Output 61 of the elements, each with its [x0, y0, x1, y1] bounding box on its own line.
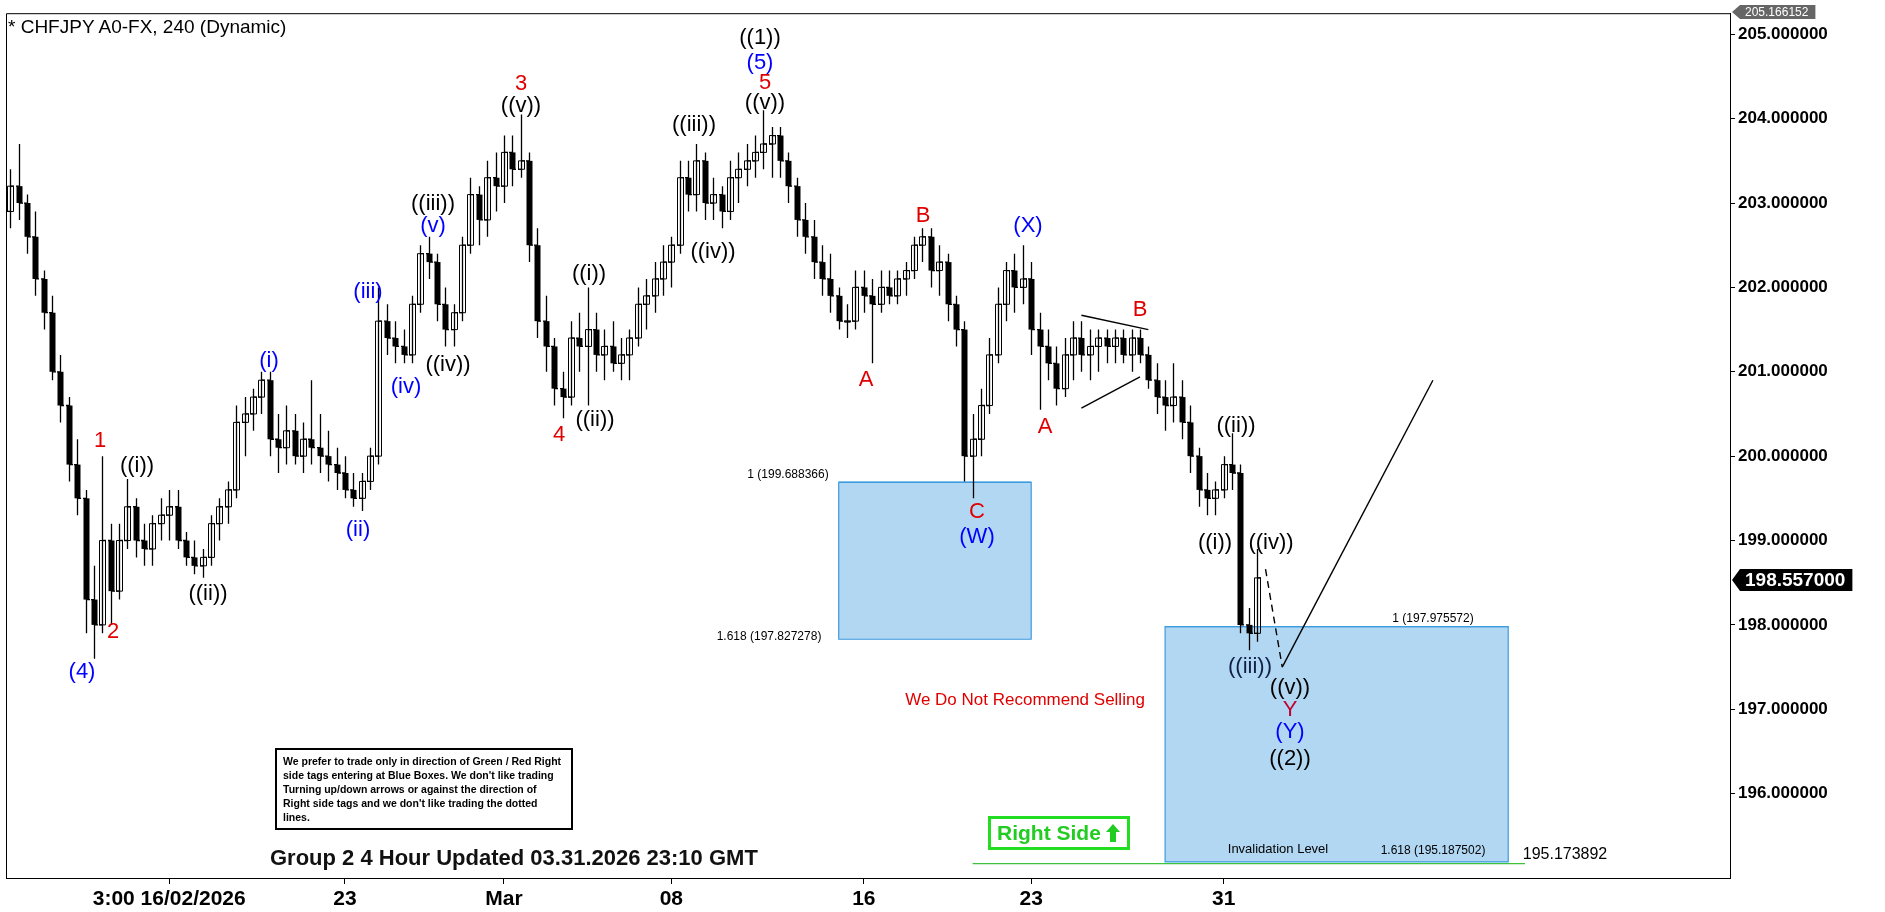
x-tick-label: 16: [852, 886, 876, 910]
annotation: 1.618 (197.827278): [716, 629, 822, 644]
annotation: ((v)): [744, 89, 786, 115]
annotation: B: [1132, 296, 1148, 322]
annotation: ((i)): [1197, 529, 1233, 555]
annotation: ((ii)): [188, 580, 228, 606]
annotation: 1: [93, 427, 107, 453]
annotation: 1.618 (195.187502): [1380, 843, 1486, 858]
y-tick-label: 203.000000: [1738, 192, 1828, 212]
annotation: ((i)): [119, 452, 155, 478]
annotation: 195.173892: [1522, 845, 1608, 863]
annotation: ((i)): [571, 260, 607, 286]
x-tick-label: 31: [1212, 886, 1236, 910]
annotation: (4): [68, 658, 96, 684]
x-tick-label: 08: [659, 886, 684, 910]
y-tick-label: 196.000000: [1738, 783, 1828, 803]
annotation: C: [969, 498, 986, 524]
annotation: ((iii)): [411, 190, 455, 216]
annotation: B: [915, 202, 931, 228]
x-tick-label: 23: [1019, 886, 1043, 910]
x-tick-label: 23: [333, 886, 357, 910]
y-tick-label: 202.000000: [1738, 277, 1828, 297]
y-tick-label: 204.000000: [1738, 108, 1828, 128]
y-tick-label: 199.000000: [1738, 530, 1828, 550]
annotation: ((iv)): [1248, 529, 1294, 555]
annotation: 1 (199.688366): [747, 467, 829, 482]
annotation: (iii): [353, 278, 383, 304]
annotation: (ii): [345, 516, 371, 542]
y-tick-label: 201.000000: [1738, 361, 1828, 381]
x-tick-label: Mar: [485, 886, 523, 910]
annotation: A: [858, 366, 874, 392]
y-tick-label: 198.000000: [1738, 614, 1828, 634]
annotation: (W): [959, 523, 995, 549]
annotation: Right Side: [997, 821, 1101, 845]
annotation: A: [1037, 413, 1053, 439]
annotation: Invalidation Level: [1227, 840, 1329, 856]
annotation: ((ii)): [1216, 412, 1256, 438]
annotation: ((1)): [739, 24, 781, 50]
annotation: ((iii)): [672, 111, 716, 137]
text: 205.166152: [1745, 5, 1809, 20]
chart-title: * CHFJPY A0-FX, 240 (Dynamic): [8, 16, 287, 38]
annotation: ((iv)): [425, 351, 471, 377]
y-tick-label: 205.000000: [1738, 23, 1828, 43]
annotation: ((iv)): [690, 238, 736, 264]
annotation: (Y): [1275, 718, 1305, 744]
annotation: (X): [1013, 212, 1043, 238]
annotation: 4: [552, 421, 566, 447]
annotation: ((ii)): [575, 406, 615, 432]
annotation: We prefer to trade only in direction of Green / Red Right side tags entering at Blue Boxes. We don't like trading Turning up/down arrows or against the direction of Right side tags and we don't like trading the dotted lines.: [283, 755, 562, 823]
y-tick-label: 200.000000: [1738, 445, 1828, 465]
annotation: 2: [106, 618, 120, 644]
annotation: 1 (197.975572): [1392, 611, 1474, 626]
annotation: Group 2 4 Hour Updated 03.31.2026 23:10 GMT: [270, 845, 758, 870]
annotation: ((iii)): [1228, 653, 1272, 679]
x-tick-label: 3:00 16/02/2026: [92, 886, 246, 910]
annotation: (iv): [390, 373, 422, 399]
annotation: ((2)): [1269, 745, 1311, 771]
y-tick-label: 197.000000: [1738, 698, 1828, 718]
annotation: We Do Not Recommend Selling: [905, 689, 1145, 709]
text: 198.557000: [1745, 569, 1846, 591]
annotation: (i): [259, 347, 279, 373]
